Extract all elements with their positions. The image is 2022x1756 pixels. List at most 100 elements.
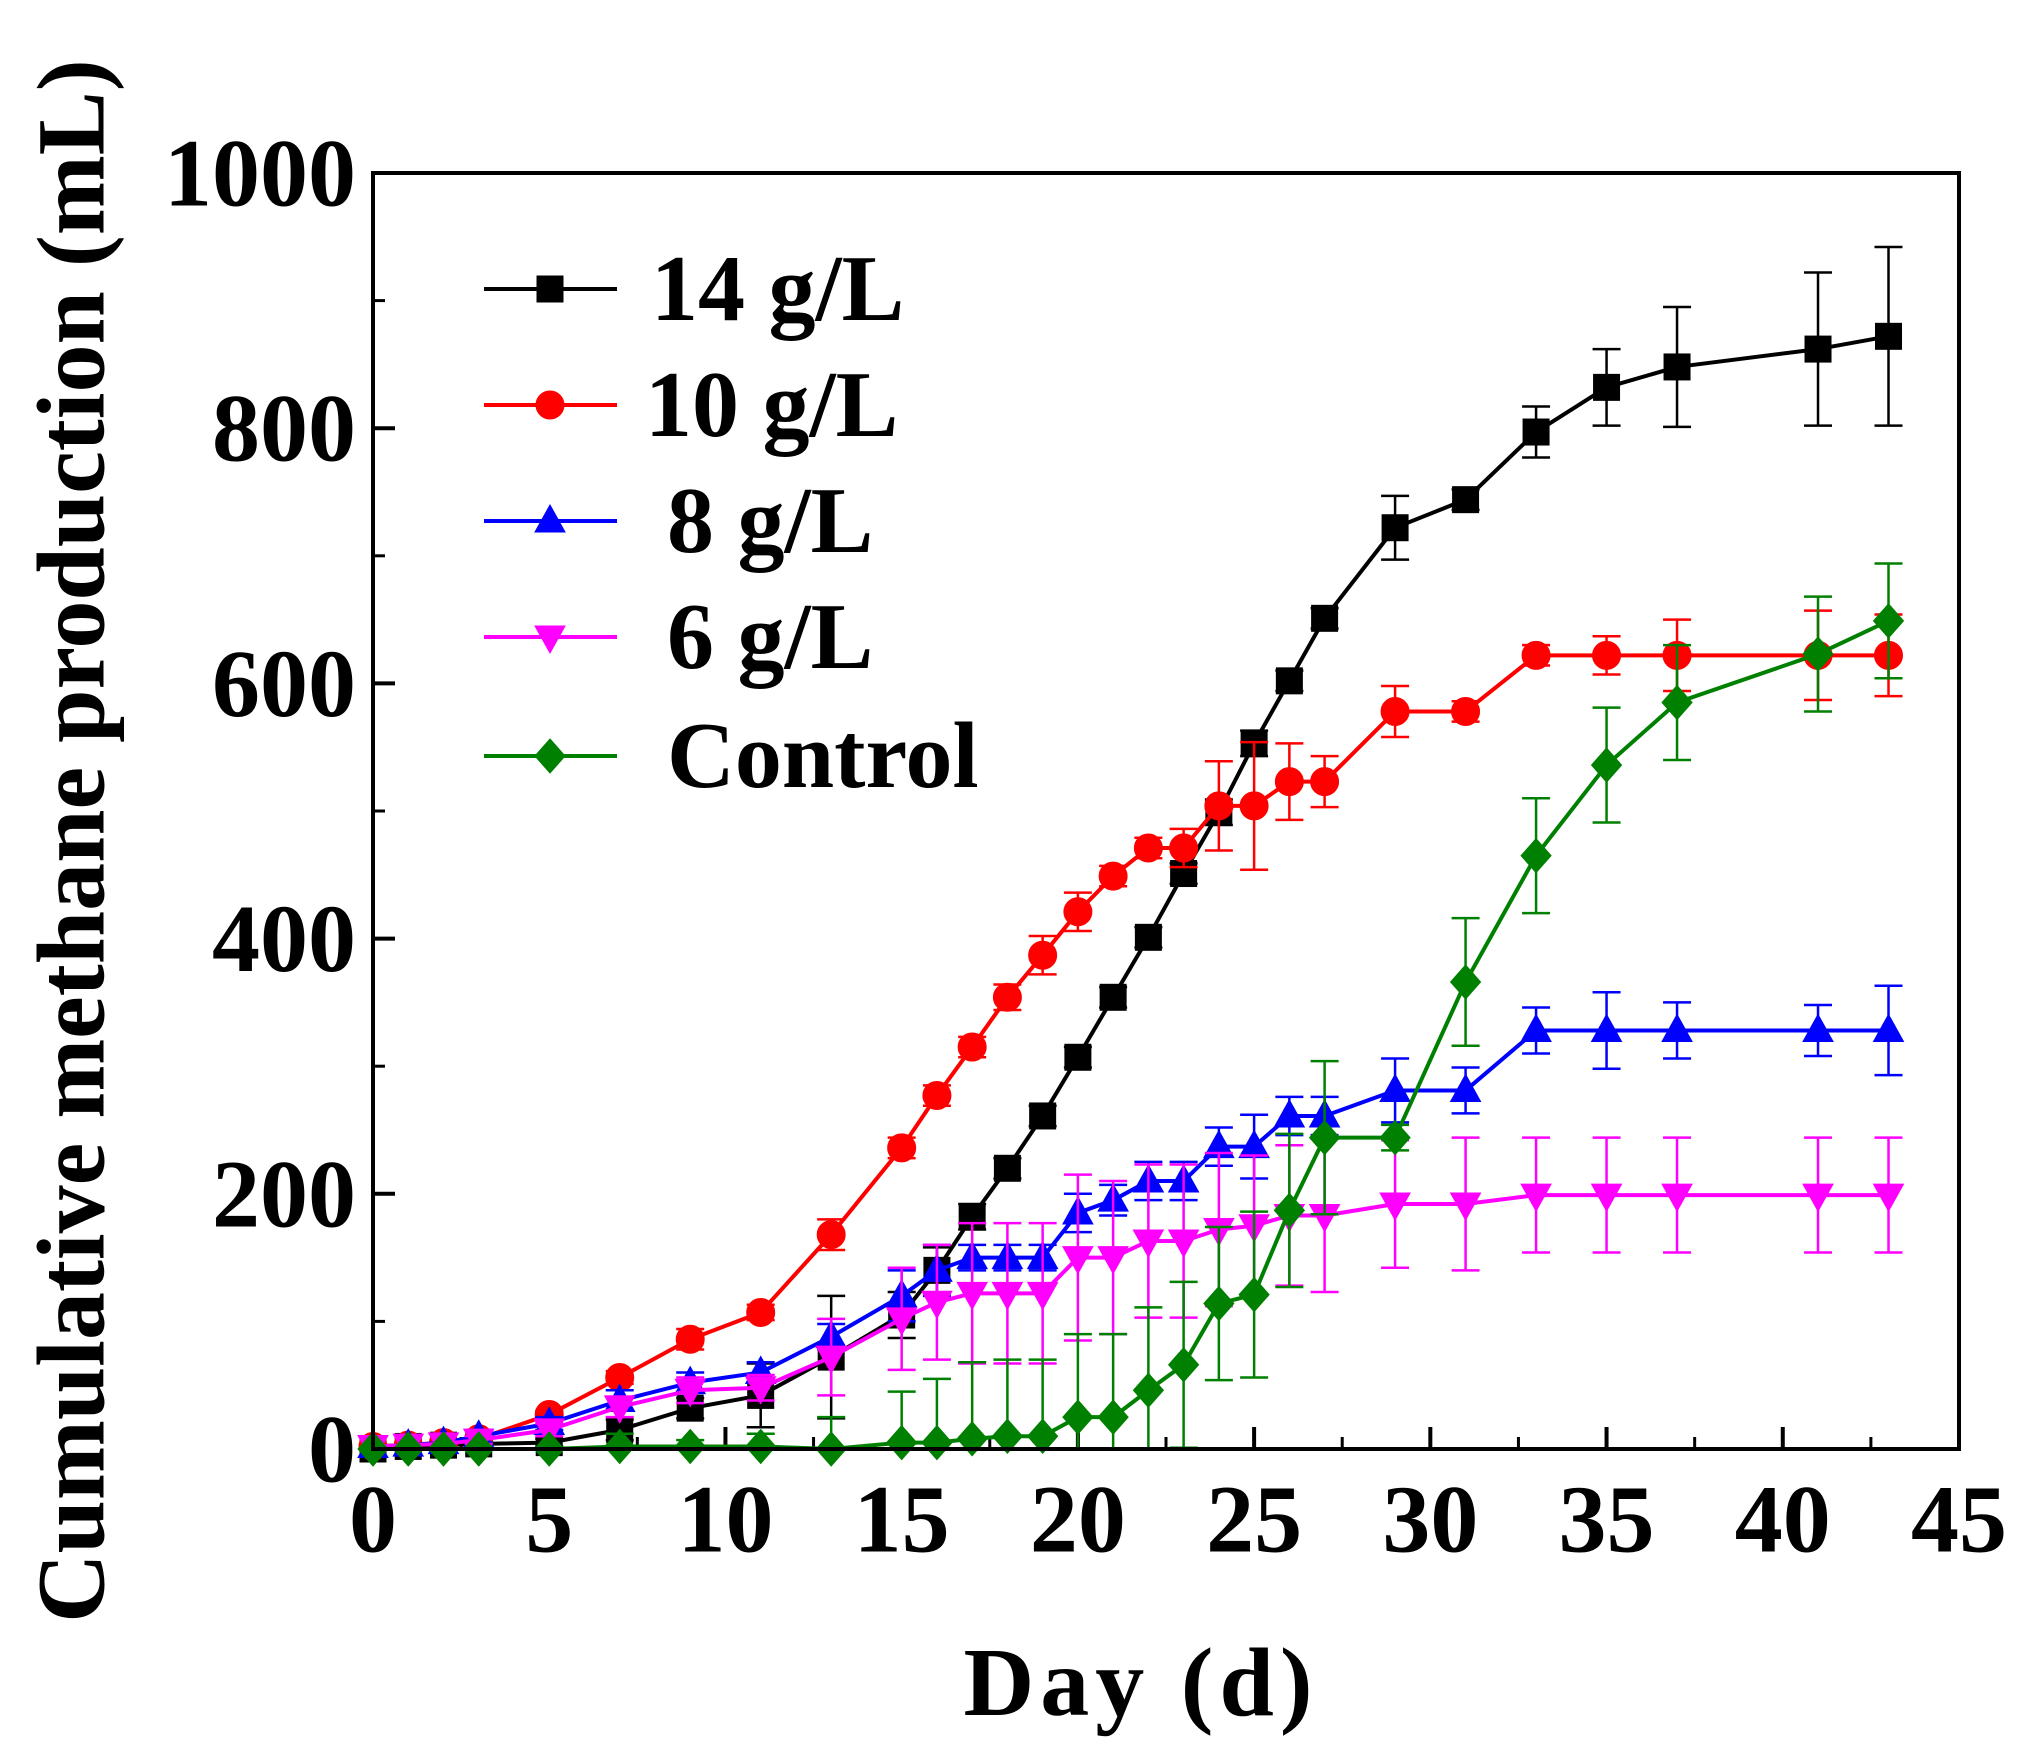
data-point [1590, 747, 1623, 783]
legend-label: 8 g/L [667, 469, 873, 573]
data-point [1026, 1281, 1059, 1311]
data-point [1064, 1043, 1092, 1071]
x-axis-title: Day (d) [963, 1629, 1318, 1737]
data-point [1097, 1246, 1129, 1275]
x-tick-label: 10 [677, 1466, 773, 1573]
data-point [603, 1395, 636, 1424]
data-point [745, 1428, 777, 1465]
data-point [1592, 640, 1622, 670]
y-tick-label: 600 [212, 630, 356, 737]
data-point [1308, 1119, 1341, 1156]
data-point [1381, 514, 1409, 542]
data-point [1275, 667, 1303, 695]
data-point [1452, 486, 1480, 514]
y-tick-label: 400 [212, 885, 356, 992]
data-point [816, 1220, 846, 1250]
data-point [1097, 1399, 1129, 1435]
data-point [1872, 1183, 1905, 1213]
data-point [1379, 1073, 1411, 1102]
data-point [1590, 1013, 1623, 1042]
legend-marker [534, 503, 566, 533]
data-point [1802, 1183, 1834, 1213]
data-point [744, 1376, 777, 1405]
data-point [1203, 1285, 1235, 1322]
data-point [1520, 1183, 1552, 1213]
x-tick-label: 5 [525, 1466, 573, 1573]
data-point [993, 1154, 1021, 1182]
data-point [991, 1418, 1024, 1454]
data-point [1449, 1192, 1482, 1222]
legend-label: 6 g/L [667, 585, 873, 689]
data-point [1872, 1013, 1905, 1042]
data-point [1062, 1246, 1094, 1275]
legend-marker [536, 275, 564, 303]
data-point [1449, 1073, 1482, 1102]
data-point [815, 1345, 848, 1375]
plot-frame [371, 171, 1961, 1451]
legend: 14 g/L 10 g/L 8 g/L 6 g/L Control [484, 237, 979, 808]
data-point [1063, 897, 1093, 927]
data-point [1661, 684, 1693, 721]
data-point [1661, 1013, 1693, 1042]
data-point [1099, 983, 1127, 1011]
data-point [1520, 837, 1552, 874]
data-point [1593, 373, 1621, 401]
legend-item-14-g-l: 14 g/L [484, 237, 904, 341]
axis-tick-labels: 0 5 10 15 20 25 30 35 40 45 0 200 400 600 800 1000 [164, 120, 2007, 1573]
data-point [1132, 1229, 1165, 1259]
data-point [1238, 1276, 1270, 1313]
y-axis-title: Cumulative methane production (mL) [18, 59, 125, 1623]
x-tick-label: 25 [1206, 1466, 1302, 1573]
data-point [1274, 767, 1304, 797]
legend-marker [534, 625, 566, 655]
data-point [885, 1424, 918, 1461]
data-point [922, 1081, 952, 1111]
data-point [1310, 767, 1340, 797]
legend-item-8-g-l: 8 g/L [484, 469, 873, 573]
data-point [1802, 1013, 1834, 1042]
legend-label: 10 g/L [645, 353, 898, 457]
data-point [1311, 604, 1339, 632]
data-point [675, 1324, 705, 1354]
data-point [1661, 1183, 1693, 1213]
data-point [1520, 1013, 1552, 1042]
data-point [1062, 1399, 1094, 1435]
x-tick-label: 45 [1911, 1466, 2007, 1573]
legend-item-10-g-l: 10 g/L [484, 353, 898, 457]
data-point [1204, 791, 1234, 821]
data-point [1872, 603, 1905, 639]
series-layer [357, 245, 1905, 1467]
data-point [1804, 335, 1832, 363]
data-point [957, 1032, 987, 1062]
data-point [1802, 636, 1834, 672]
data-point [1590, 1183, 1623, 1213]
y-tick-label: 0 [308, 1396, 356, 1503]
data-point [1133, 833, 1163, 863]
data-point [887, 1133, 917, 1163]
x-tick-label: 20 [1030, 1466, 1126, 1573]
data-point [1380, 696, 1410, 726]
data-point [1239, 791, 1269, 821]
data-point [1134, 923, 1162, 951]
data-point [746, 1297, 776, 1327]
legend-marker [534, 738, 566, 774]
y-tick-label: 1000 [164, 120, 356, 227]
data-point [1029, 1102, 1057, 1130]
data-point [921, 1424, 953, 1461]
data-point [1875, 322, 1903, 350]
data-point [1449, 964, 1482, 1000]
data-point [1379, 1119, 1411, 1156]
data-point [992, 982, 1022, 1012]
data-point [1273, 1192, 1306, 1229]
data-point [956, 1281, 989, 1311]
legend-label: 14 g/L [651, 237, 904, 341]
y-tick-label: 200 [212, 1140, 356, 1247]
y-tick-label: 800 [212, 375, 356, 482]
data-point [1451, 696, 1481, 726]
data-point [1167, 1347, 1200, 1383]
x-tick-label: 0 [349, 1466, 397, 1573]
data-point [921, 1290, 953, 1320]
data-point [1028, 940, 1058, 970]
